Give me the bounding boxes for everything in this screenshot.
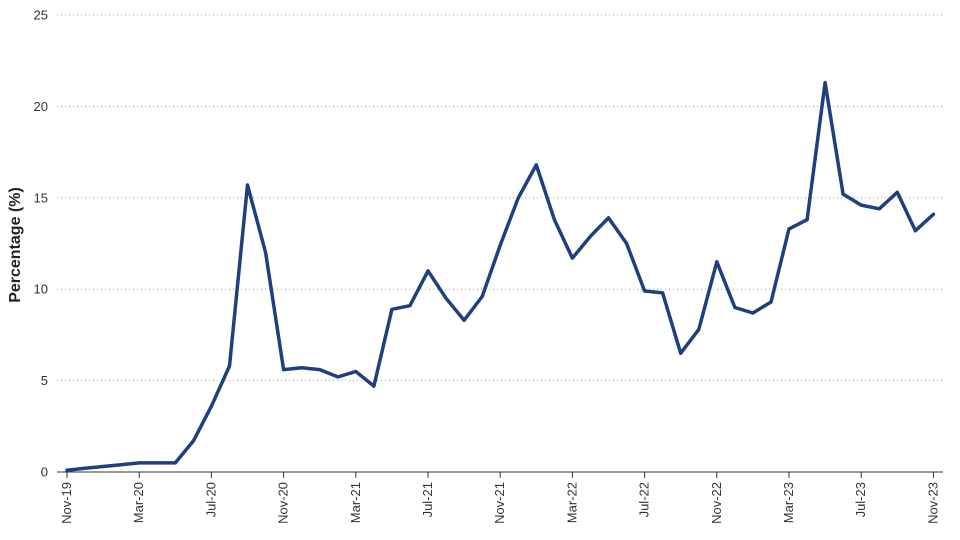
x-tick-label: Nov-22 <box>709 482 724 524</box>
x-tick-label: Nov-19 <box>59 482 74 524</box>
y-tick-label: 15 <box>34 190 48 205</box>
data-point <box>227 364 232 368</box>
x-tick-label: Mar-23 <box>781 482 796 523</box>
data-point <box>877 207 881 211</box>
data-point <box>282 368 286 372</box>
data-point <box>931 212 936 216</box>
y-tick-label: 5 <box>41 373 48 388</box>
data-point <box>372 384 376 388</box>
data-point <box>787 227 791 231</box>
data-point <box>426 269 430 273</box>
series-line <box>65 80 936 472</box>
data-point <box>715 260 719 264</box>
data-point <box>209 404 213 408</box>
data-point <box>606 216 611 220</box>
data-point <box>300 366 304 370</box>
data-point <box>498 243 502 247</box>
y-axis-tick-labels: 0 5 10 15 20 25 <box>34 8 48 480</box>
data-point <box>805 218 809 222</box>
x-axis: Nov-19 Mar-20 Jul-20 Nov-20 Mar-21 Jul-21 Nov-… <box>57 471 943 524</box>
data-point <box>643 289 647 293</box>
data-point <box>679 351 683 355</box>
data-point <box>318 368 322 372</box>
y-tick-label: 0 <box>41 465 48 480</box>
data-point <box>480 294 484 299</box>
data-point <box>859 203 863 207</box>
data-point <box>823 81 827 85</box>
data-point <box>552 218 557 222</box>
x-tick-label: Mar-21 <box>348 482 363 523</box>
data-point <box>697 327 701 331</box>
data-point <box>173 461 177 465</box>
y-tick-label: 25 <box>34 8 48 23</box>
x-tick-label: Mar-20 <box>131 482 146 523</box>
x-tick-label: Jul-20 <box>203 482 218 517</box>
data-point <box>625 241 629 246</box>
data-point <box>408 304 412 308</box>
data-point <box>336 375 340 379</box>
data-point <box>191 439 195 443</box>
y-tick-label: 10 <box>34 282 48 297</box>
x-tick-label: Jul-22 <box>637 482 652 517</box>
data-point <box>895 190 899 194</box>
y-tick-label: 20 <box>34 99 48 114</box>
series-group <box>65 80 936 472</box>
x-tick-label: Nov-20 <box>276 482 291 524</box>
data-point <box>462 318 466 322</box>
data-point <box>83 466 87 470</box>
x-tick-label: Jul-23 <box>853 482 868 517</box>
data-point <box>245 183 250 187</box>
data-point <box>769 300 773 304</box>
data-point <box>354 369 358 374</box>
data-point <box>137 461 141 465</box>
data-point <box>444 296 448 300</box>
data-point <box>733 305 737 310</box>
data-point <box>588 234 593 238</box>
x-tick-label: Jul-21 <box>420 482 435 517</box>
data-point <box>534 163 538 167</box>
y-axis-title: Percentage (%) <box>7 187 24 303</box>
data-point <box>101 464 105 469</box>
data-point <box>65 468 69 472</box>
data-point <box>751 311 755 315</box>
x-tick-label: Mar-22 <box>564 482 579 523</box>
data-point <box>841 192 845 196</box>
data-point <box>913 229 918 233</box>
data-point <box>155 461 159 465</box>
data-point <box>390 307 394 311</box>
x-tick-label: Nov-21 <box>492 482 507 524</box>
data-point <box>516 196 520 200</box>
data-point <box>661 291 665 295</box>
data-point <box>570 256 575 260</box>
x-tick-label: Nov-23 <box>925 482 940 524</box>
data-point <box>264 251 268 255</box>
data-point <box>119 463 123 467</box>
